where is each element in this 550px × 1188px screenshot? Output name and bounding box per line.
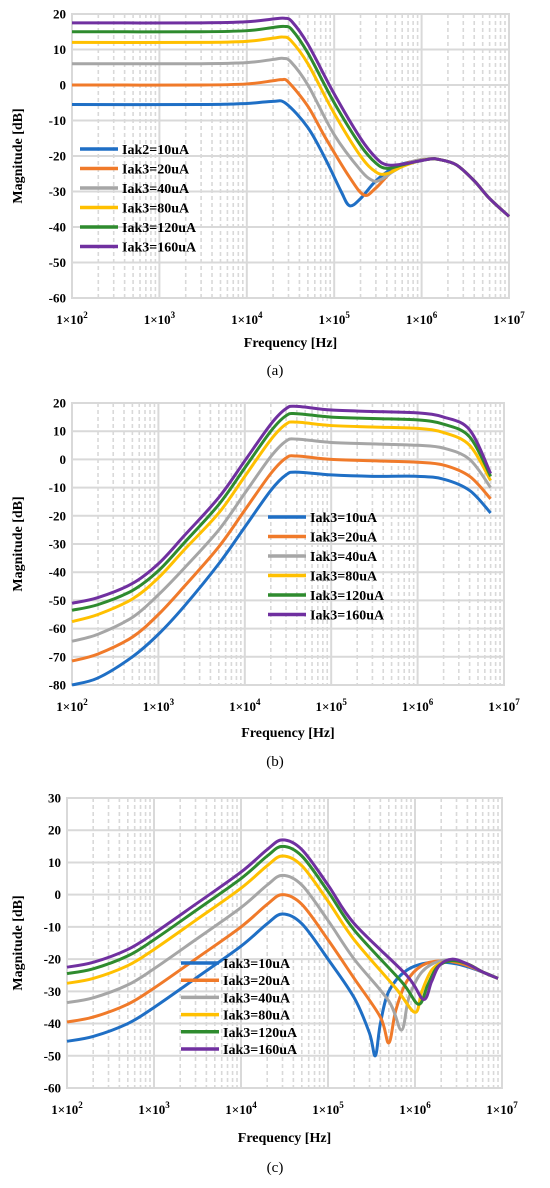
plot-area-frame — [71, 13, 510, 299]
legend-label: Iak3=120uA — [223, 1026, 298, 1041]
y-axis-title: Magnitude [dB] — [11, 496, 26, 591]
x-tick-label: 1×102 — [51, 1100, 83, 1117]
y-tick-label: -60 — [49, 621, 66, 636]
series-line-4 — [71, 420, 492, 624]
legend-label: Iak3=40uA — [122, 182, 190, 197]
y-tick-label: -30 — [44, 984, 61, 999]
x-tick-label: 1×104 — [225, 1100, 257, 1117]
y-tick-label: -30 — [49, 537, 66, 552]
plot-area-frame — [66, 797, 503, 1089]
legend-label: Iak3=10uA — [223, 957, 291, 972]
legend-label: Iak3=20uA — [223, 974, 291, 989]
x-tick-label: 1×107 — [486, 1100, 518, 1117]
y-tick-label: 10 — [48, 855, 61, 870]
x-tick-label: 1×105 — [318, 310, 350, 327]
legend-label: Iak3=160uA — [310, 609, 385, 624]
legend-label: Iak3=160uA — [223, 1043, 298, 1058]
y-axis-title: Magnitude [dB] — [11, 108, 26, 203]
legend-label: Iak3=80uA — [223, 1009, 291, 1024]
y-tick-label: 30 — [48, 791, 61, 806]
series-line-3 — [66, 873, 499, 1032]
y-tick-label: 20 — [53, 396, 66, 411]
x-tick-label: 1×102 — [56, 697, 88, 714]
series-line-3 — [71, 437, 492, 643]
legend-label: Iak2=10uA — [122, 143, 190, 158]
y-tick-label: -40 — [49, 220, 66, 235]
y-tick-label: -50 — [49, 593, 66, 608]
y-tick-label: 20 — [48, 823, 61, 838]
y-tick-label: 20 — [53, 7, 66, 22]
x-axis-title: Frequency [Hz] — [241, 726, 334, 741]
panel-caption: (c) — [267, 1160, 284, 1176]
x-tick-label: 1×105 — [312, 1100, 344, 1117]
chart-panel-c: 30 20 10 0 -10 -20 -30 -40 -50 -60 1×102 1×103 1×104… — [11, 791, 518, 1177]
y-tick-label: -60 — [49, 291, 66, 306]
y-tick-label: 0 — [55, 887, 62, 902]
x-tick-label: 1×107 — [488, 697, 520, 714]
legend-label: Iak3=120uA — [310, 589, 385, 604]
series-line-6 — [71, 16, 511, 218]
y-tick-label: -10 — [49, 480, 66, 495]
x-tick-label: 1×102 — [56, 310, 88, 327]
x-tick-label: 1×105 — [315, 697, 347, 714]
y-tick-label: -40 — [44, 1016, 61, 1031]
y-axis-title: Magnitude [dB] — [11, 895, 26, 990]
legend-label: Iak3=80uA — [122, 202, 190, 217]
y-tick-label: -70 — [49, 649, 66, 664]
y-tick-label: 10 — [53, 424, 66, 439]
y-tick-label: -50 — [44, 1048, 61, 1063]
x-tick-label: 1×106 — [406, 310, 438, 327]
series-line-2 — [71, 454, 492, 663]
legend-label: Iak3=40uA — [223, 991, 291, 1006]
series-line-1 — [71, 470, 492, 687]
y-tick-label: -10 — [49, 113, 66, 128]
legend-label: Iak3=10uA — [310, 511, 378, 526]
x-tick-label: 1×107 — [493, 310, 525, 327]
legend-label: Iak3=160uA — [122, 241, 197, 256]
y-tick-label: 10 — [53, 42, 66, 57]
y-tick-label: -20 — [44, 952, 61, 967]
y-tick-label: 0 — [60, 78, 67, 93]
x-tick-label: 1×104 — [231, 310, 263, 327]
chart-panel-a: 20 10 0 -10 -20 -30 -40 -50 -60 1×102 1×103 1×104 1×… — [11, 7, 525, 380]
y-tick-label: -40 — [49, 565, 66, 580]
series-line-6 — [66, 838, 499, 1001]
x-tick-label: 1×103 — [144, 310, 176, 327]
legend-label: Iak3=80uA — [310, 570, 378, 585]
panel-caption: (a) — [267, 363, 284, 379]
x-tick-label: 1×104 — [229, 697, 261, 714]
x-tick-label: 1×106 — [399, 1100, 431, 1117]
chart-panel-b: 20 10 0 -10 -20 -30 -40 -50 -60 -70 -80 1×102 1×103 1… — [11, 396, 520, 771]
panel-caption: (b) — [266, 754, 284, 770]
series-line-1 — [71, 99, 511, 218]
x-tick-label: 1×106 — [402, 697, 434, 714]
series-line-6 — [71, 404, 492, 605]
x-axis-title: Frequency [Hz] — [238, 1131, 331, 1146]
y-tick-label: -80 — [49, 678, 66, 693]
y-tick-label: -30 — [49, 184, 66, 199]
y-tick-label: -10 — [44, 919, 61, 934]
plot-area-frame — [71, 402, 505, 686]
x-tick-label: 1×103 — [138, 1100, 170, 1117]
y-tick-label: -20 — [49, 508, 66, 523]
legend-label: Iak3=40uA — [310, 550, 378, 565]
legend-label: Iak3=20uA — [122, 163, 190, 178]
x-tick-label: 1×103 — [143, 697, 175, 714]
series-line-5 — [71, 411, 492, 612]
y-tick-label: -20 — [49, 149, 66, 164]
y-tick-label: -60 — [44, 1081, 61, 1096]
x-axis-title: Frequency [Hz] — [244, 336, 337, 351]
y-tick-label: 0 — [60, 452, 67, 467]
y-tick-label: -50 — [49, 255, 66, 270]
legend-label: Iak3=120uA — [122, 221, 197, 236]
legend-label: Iak3=20uA — [310, 531, 378, 546]
